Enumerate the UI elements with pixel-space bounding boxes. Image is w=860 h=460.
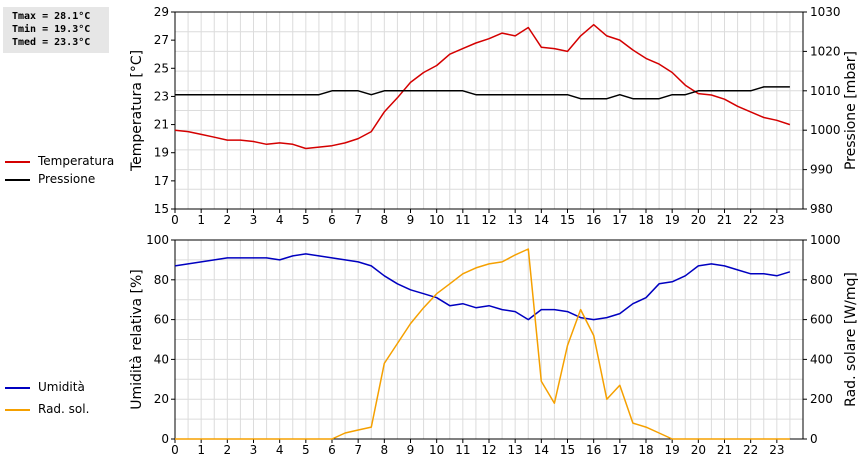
x-tick-label-bottom: 10 [429, 443, 444, 457]
x-tick-label-bottom: 7 [354, 443, 362, 457]
right-tick-label-bottom: 800 [810, 273, 833, 287]
right-tick-label-bottom: 600 [810, 313, 833, 327]
x-tick-label-bottom: 19 [665, 443, 680, 457]
x-tick-label-top: 10 [429, 213, 444, 227]
x-tick-label-bottom: 6 [328, 443, 336, 457]
x-tick-label-top: 17 [612, 213, 627, 227]
x-tick-label-bottom: 20 [691, 443, 706, 457]
right-tick-label-top: 1000 [810, 123, 841, 137]
x-tick-label-top: 8 [381, 213, 389, 227]
x-tick-label-top: 3 [250, 213, 258, 227]
x-tick-label-top: 4 [276, 213, 284, 227]
left-tick-label-top: 29 [154, 5, 169, 19]
x-tick-label-bottom: 15 [560, 443, 575, 457]
right-tick-label-bottom: 200 [810, 392, 833, 406]
x-tick-label-bottom: 9 [407, 443, 415, 457]
x-tick-label-top: 16 [586, 213, 601, 227]
legend-pressione-label: Pressione [38, 172, 96, 186]
right-tick-label-top: 990 [810, 163, 833, 177]
right-tick-label-top: 980 [810, 202, 833, 216]
left-tick-label-bottom: 40 [154, 352, 169, 366]
x-tick-label-bottom: 0 [171, 443, 179, 457]
x-tick-label-top: 20 [691, 213, 706, 227]
legend-umidita-swatch [5, 387, 30, 389]
x-tick-label-top: 7 [354, 213, 362, 227]
left-tick-label-top: 27 [154, 33, 169, 47]
right-tick-label-top: 1030 [810, 5, 841, 19]
legend-temperatura-label: Temperatura [38, 154, 115, 168]
x-tick-label-bottom: 14 [534, 443, 549, 457]
right-axis-title-bottom: Rad. solare [W/mq] [843, 272, 859, 407]
right-tick-label-bottom: 400 [810, 352, 833, 366]
left-tick-label-top: 15 [154, 202, 169, 216]
series-line-temperatura [174, 23, 791, 150]
left-tick-label-top: 25 [154, 61, 169, 75]
x-tick-label-top: 22 [743, 213, 758, 227]
x-tick-label-top: 6 [328, 213, 336, 227]
x-tick-label-bottom: 8 [381, 443, 389, 457]
left-tick-label-top: 19 [154, 146, 169, 160]
left-tick-label-bottom: 60 [154, 313, 169, 327]
x-tick-label-top: 23 [769, 213, 784, 227]
x-tick-label-top: 18 [638, 213, 653, 227]
right-axis-title-top: Pressione [mbar] [843, 51, 859, 170]
x-tick-label-top: 9 [407, 213, 415, 227]
x-tick-label-bottom: 18 [638, 443, 653, 457]
x-tick-label-bottom: 23 [769, 443, 784, 457]
legend-radsol-label: Rad. sol. [38, 402, 90, 416]
legend-umidita-label: Umidità [38, 380, 85, 394]
x-tick-label-bottom: 5 [302, 443, 310, 457]
x-tick-label-top: 15 [560, 213, 575, 227]
left-axis-title-bottom: Umidità relativa [%] [129, 269, 145, 410]
tmed-text: Tmed = 23.3°C [12, 37, 91, 48]
right-tick-label-top: 1020 [810, 44, 841, 58]
tmax-text: Tmax = 28.1°C [12, 11, 91, 22]
tmin-text: Tmin = 19.3°C [12, 24, 91, 35]
left-tick-label-bottom: 80 [154, 273, 169, 287]
x-tick-label-bottom: 13 [508, 443, 523, 457]
right-tick-label-bottom: 1000 [810, 233, 841, 247]
x-tick-label-bottom: 4 [276, 443, 284, 457]
legend-radsol-swatch [5, 409, 30, 411]
x-tick-label-top: 1 [197, 213, 205, 227]
x-tick-label-bottom: 12 [481, 443, 496, 457]
x-tick-label-top: 11 [455, 213, 470, 227]
x-tick-label-top: 19 [665, 213, 680, 227]
series-line-umidit- [174, 253, 791, 321]
left-axis-title-top: Temperatura [°C] [129, 50, 145, 172]
x-tick-label-bottom: 2 [224, 443, 232, 457]
x-tick-label-top: 13 [508, 213, 523, 227]
x-tick-label-bottom: 1 [197, 443, 205, 457]
left-tick-label-top: 17 [154, 174, 169, 188]
left-tick-label-bottom: 20 [154, 392, 169, 406]
left-tick-label-top: 23 [154, 89, 169, 103]
right-tick-label-top: 1010 [810, 84, 841, 98]
x-tick-label-top: 2 [224, 213, 232, 227]
x-tick-label-bottom: 22 [743, 443, 758, 457]
left-tick-label-bottom: 0 [161, 432, 169, 446]
x-tick-label-top: 5 [302, 213, 310, 227]
right-tick-label-bottom: 0 [810, 432, 818, 446]
x-tick-label-bottom: 17 [612, 443, 627, 457]
x-tick-label-top: 14 [534, 213, 549, 227]
left-tick-label-top: 21 [154, 118, 169, 132]
x-tick-label-bottom: 21 [717, 443, 732, 457]
x-tick-label-top: 21 [717, 213, 732, 227]
stats-box: Tmax = 28.1°C Tmin = 19.3°C Tmed = 23.3°… [3, 7, 109, 53]
left-tick-label-bottom: 100 [146, 233, 169, 247]
x-tick-label-top: 12 [481, 213, 496, 227]
legend-temperatura-swatch [5, 161, 30, 163]
x-tick-label-bottom: 11 [455, 443, 470, 457]
legend-pressione-swatch [5, 179, 30, 181]
series-line-rad-sol- [175, 248, 790, 440]
x-tick-label-top: 0 [171, 213, 179, 227]
x-tick-label-bottom: 3 [250, 443, 258, 457]
series-line-pressione [175, 86, 790, 100]
x-tick-label-bottom: 16 [586, 443, 601, 457]
